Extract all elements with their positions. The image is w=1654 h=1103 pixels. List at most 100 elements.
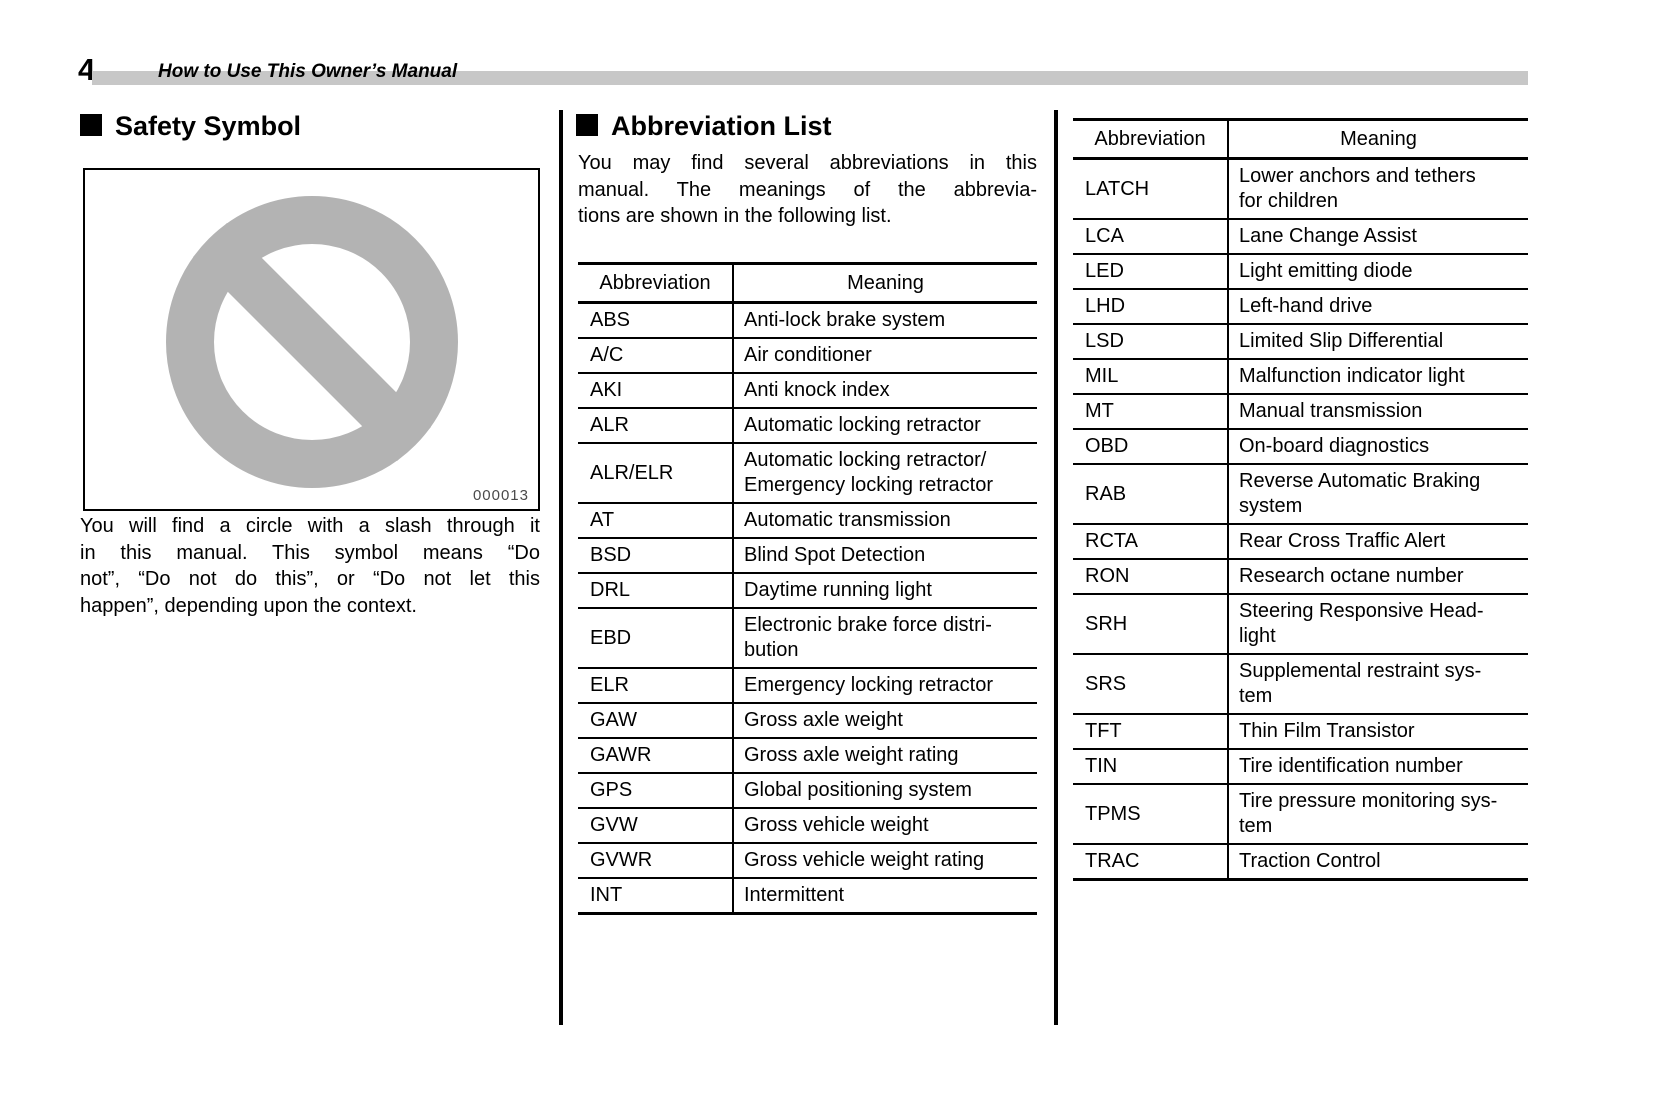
table-row: LHD Left-hand drive [1073,289,1528,325]
abbreviation-cell: RAB [1073,464,1229,525]
meaning-cell: Thin Film Transistor [1228,714,1528,750]
table-row: AKI Anti knock index [578,373,1037,409]
paragraph-line: You will find a circle with a slash thro… [80,515,540,537]
abbreviation-cell: LSD [1073,324,1229,360]
table-header-row: Abbreviation Meaning [1073,119,1528,160]
abbreviation-cell: GVW [578,808,734,844]
meaning-cell: Gross vehicle weight [733,808,1037,844]
table-row: AT Automatic transmission [578,503,1037,539]
table-row: TRAC Traction Control [1073,844,1528,881]
abbreviation-cell: EBD [578,608,734,669]
abbreviation-column-header: Abbreviation [578,263,734,304]
meaning-cell: Light emitting diode [1228,254,1528,290]
table-row: LED Light emitting diode [1073,254,1528,290]
abbreviation-cell: GPS [578,773,734,809]
table-row: MIL Malfunction indicator light [1073,359,1528,395]
abbreviation-cell: OBD [1073,429,1229,465]
table-row: ALR/ELR Automatic locking retractor/ Emer… [578,443,1037,504]
abbreviation-list-heading-label: Abbreviation List [611,111,832,141]
meaning-cell: Global positioning system [733,773,1037,809]
meaning-cell: Traction Control [1228,844,1528,881]
abbreviation-cell: GAW [578,703,734,739]
table-row: A/C Air conditioner [578,338,1037,374]
meaning-column-header: Meaning [1228,119,1528,160]
table-row: ELR Emergency locking retractor [578,668,1037,704]
abbreviation-cell: RCTA [1073,524,1229,560]
abbreviation-cell: LATCH [1073,158,1229,220]
paragraph-line: happen”, depending upon the context. [80,594,417,617]
meaning-cell: Malfunction indicator light [1228,359,1528,395]
page-number: 4 [78,52,96,87]
safety-symbol-heading: Safety Symbol [80,111,301,142]
table-row: ABS Anti-lock brake system [578,302,1037,339]
abbreviation-cell: LCA [1073,219,1229,255]
meaning-cell: Blind Spot Detection [733,538,1037,574]
table-row: LCA Lane Change Assist [1073,219,1528,255]
abbreviation-cell: MT [1073,394,1229,430]
table-row: OBD On-board diagnostics [1073,429,1528,465]
meaning-cell: Gross vehicle weight rating [733,843,1037,879]
no-symbol-icon [166,196,458,488]
abbreviation-column-header: Abbreviation [1073,119,1229,160]
abbreviation-cell: ELR [578,668,734,704]
table-row: MT Manual transmission [1073,394,1528,430]
abbreviation-cell: TRAC [1073,844,1229,881]
paragraph-line: You may find several abbreviations in th… [578,152,1037,174]
table-row: GAWR Gross axle weight rating [578,738,1037,774]
table-row: RCTA Rear Cross Traffic Alert [1073,524,1528,560]
table-row: TIN Tire identification number [1073,749,1528,785]
abbreviation-cell: AKI [578,373,734,409]
table-row: ALR Automatic locking retractor [578,408,1037,444]
meaning-cell: Daytime running light [733,573,1037,609]
abbreviation-list-heading: Abbreviation List [576,111,832,142]
meaning-cell: Reverse Automatic Braking system [1228,464,1528,525]
meaning-cell: Manual transmission [1228,394,1528,430]
paragraph-line: not”, “Do not do this”, or “Do not let t… [80,568,540,590]
abbreviation-cell: MIL [1073,359,1229,395]
paragraph-line: tions are shown in the following list. [578,205,892,227]
table-row: RON Research octane number [1073,559,1528,595]
abbreviation-cell: TFT [1073,714,1229,750]
abbreviation-cell: SRS [1073,654,1229,715]
safety-paragraph: You will find a circle with a slash thro… [80,513,540,619]
abbreviation-cell: LHD [1073,289,1229,325]
abbreviation-table-2: Abbreviation Meaning LATCH Lower anchors … [1073,118,1528,881]
meaning-cell: Limited Slip Differential [1228,324,1528,360]
abbreviation-cell: TPMS [1073,784,1229,845]
abbreviation-cell: ABS [578,302,734,339]
table-row: RAB Reverse Automatic Braking system [1073,464,1528,525]
abbreviation-cell: RON [1073,559,1229,595]
header-rule-bar [92,71,1528,85]
table-row: GVWR Gross vehicle weight rating [578,843,1037,879]
meaning-cell: Gross axle weight [733,703,1037,739]
meaning-column-header: Meaning [733,263,1037,304]
meaning-cell: Emergency locking retractor [733,668,1037,704]
abbreviation-cell: TIN [1073,749,1229,785]
table-row: SRH Steering Responsive Head- light [1073,594,1528,655]
safety-symbol-heading-label: Safety Symbol [115,111,302,141]
square-bullet-icon [80,114,102,136]
abbreviation-cell: SRH [1073,594,1229,655]
abbreviation-cell: LED [1073,254,1229,290]
abbreviation-cell: ALR/ELR [578,443,734,504]
table-row: GAW Gross axle weight [578,703,1037,739]
meaning-cell: Lane Change Assist [1228,219,1528,255]
meaning-cell: Gross axle weight rating [733,738,1037,774]
table-row: SRS Supplemental restraint sys- tem [1073,654,1528,715]
meaning-cell: Tire pressure monitoring sys- tem [1228,784,1528,845]
table-row: LSD Limited Slip Differential [1073,324,1528,360]
meaning-cell: On-board diagnostics [1228,429,1528,465]
square-bullet-icon [576,114,598,136]
meaning-cell: Research octane number [1228,559,1528,595]
abbreviation-cell: DRL [578,573,734,609]
table-row: LATCH Lower anchors and tethers for child… [1073,158,1528,220]
paragraph-line: manual. The meanings of the abbrevia- [578,178,1037,201]
meaning-cell: Supplemental restraint sys- tem [1228,654,1528,715]
abbreviation-cell: INT [578,878,734,915]
meaning-cell: Automatic transmission [733,503,1037,539]
meaning-cell: Anti knock index [733,373,1037,409]
table-header-row: Abbreviation Meaning [578,263,1037,304]
paragraph-line: in this manual. This symbol means “Do [80,541,540,564]
abbreviation-intro: You may find several abbreviations in th… [578,150,1037,230]
abbreviation-table-1: Abbreviation Meaning ABS Anti-lock brake … [578,262,1037,915]
